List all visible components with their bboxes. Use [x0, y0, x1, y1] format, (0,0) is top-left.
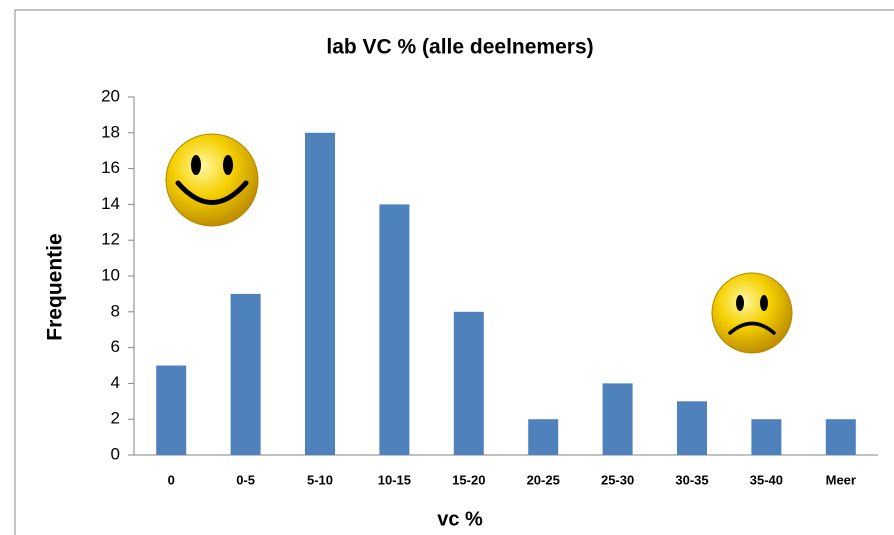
x-tick-label: 35-40 — [750, 472, 783, 487]
x-tick-label: 0-5 — [236, 472, 255, 487]
y-tick-label: 2 — [111, 409, 120, 428]
x-tick-label: 10-15 — [378, 472, 411, 487]
y-tick-label: 4 — [111, 373, 120, 392]
bar — [156, 365, 187, 455]
x-tick-label: 25-30 — [601, 472, 634, 487]
x-tick-label: 15-20 — [452, 472, 485, 487]
bar — [305, 132, 335, 456]
y-axis-label: Frequentie — [44, 233, 67, 340]
chart-title: lab VC % (alle deelnemers) — [326, 36, 593, 59]
bar — [825, 419, 856, 455]
y-tick-label: 10 — [101, 265, 120, 284]
bar — [602, 383, 633, 455]
y-tick-label: 6 — [111, 337, 120, 356]
x-tick-label: 30-35 — [675, 472, 708, 487]
bar — [751, 419, 782, 455]
happy-smiley — [165, 133, 259, 227]
y-tick-label: 20 — [101, 86, 120, 105]
chart-frame — [14, 9, 894, 535]
y-tick-label: 18 — [101, 122, 120, 141]
bar — [677, 401, 707, 455]
y-tick-label: 8 — [111, 301, 120, 320]
bar — [453, 311, 484, 455]
sad-smiley — [711, 272, 793, 354]
bar — [528, 419, 559, 455]
y-tick-label: 12 — [101, 230, 120, 249]
x-axis-label: vc % — [437, 508, 483, 530]
bar — [379, 204, 410, 455]
x-tick-label: Meer — [826, 472, 856, 487]
x-tick-label: 0 — [168, 472, 175, 487]
y-tick-label: 14 — [101, 194, 120, 213]
bar — [230, 293, 261, 455]
x-tick-label: 5-10 — [307, 472, 333, 487]
x-tick-label: 20-25 — [527, 472, 560, 487]
y-tick-label: 0 — [111, 444, 120, 463]
y-tick-label: 16 — [101, 158, 120, 177]
